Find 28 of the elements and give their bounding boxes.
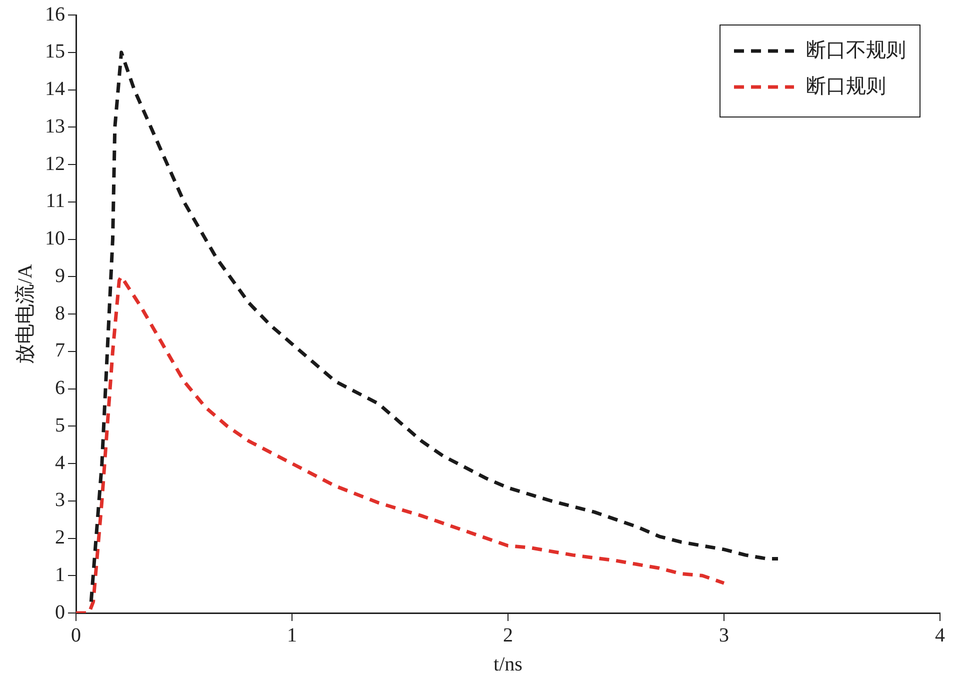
y-tick-label: 4 [55, 452, 65, 474]
y-tick-label: 7 [55, 340, 65, 362]
x-axis-title: t/ns [494, 653, 523, 676]
x-tick-label: 2 [503, 624, 513, 646]
y-tick-label: 5 [55, 414, 65, 436]
y-tick-label: 6 [55, 377, 65, 399]
y-tick-label: 1 [55, 564, 65, 586]
y-tick-label: 10 [45, 228, 65, 250]
x-tick-label: 1 [287, 624, 297, 646]
y-axis-title: 放电电流/A [14, 263, 36, 364]
x-tick-label: 3 [719, 624, 729, 646]
x-tick-label: 4 [935, 624, 945, 646]
y-tick-label: 11 [46, 190, 65, 212]
legend-label: 断口规则 [806, 75, 886, 98]
line-series [89, 50, 780, 604]
line-series [76, 274, 726, 613]
legend-label: 断口不规则 [806, 39, 906, 62]
y-tick-label: 3 [55, 489, 65, 512]
y-tick-label: 0 [55, 601, 65, 624]
y-tick-label: 8 [55, 302, 65, 324]
y-tick-label: 14 [45, 78, 65, 100]
y-tick-label: 16 [45, 3, 65, 26]
y-tick-label: 2 [55, 526, 65, 548]
y-tick-label: 9 [55, 264, 65, 287]
y-tick-label: 13 [45, 115, 65, 138]
y-tick-label: 15 [45, 40, 65, 63]
y-tick-label: 12 [45, 152, 65, 175]
x-tick-label: 0 [71, 624, 81, 646]
